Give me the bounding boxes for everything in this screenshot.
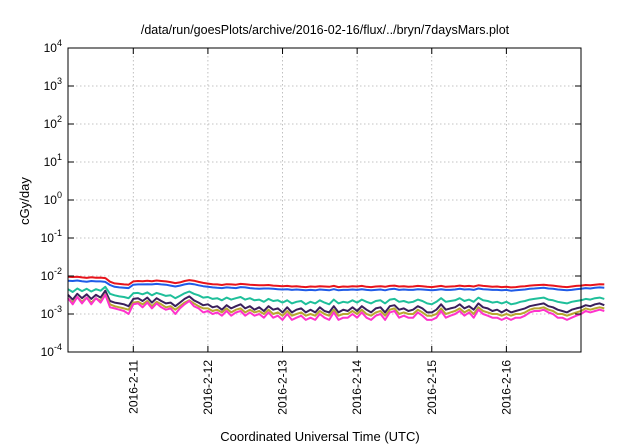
- series-line-5: [67, 293, 605, 317]
- x-tick-label: 2016-2-11: [126, 360, 140, 414]
- axes: 10-4 10-3 10-2 10-1 100 101 102 103 104 2016-2-11…: [41, 38, 582, 415]
- y-axis-label: cGy/day: [17, 177, 32, 225]
- y-tick-label: 100: [44, 190, 62, 207]
- series-group: [67, 275, 605, 321]
- y-tick-label: 101: [44, 152, 62, 169]
- y-tick-label: 10-4: [41, 342, 62, 359]
- y-tick-label: 10-2: [41, 266, 62, 283]
- x-tick-label: 2016-2-15: [425, 360, 439, 415]
- series-line-4: [67, 289, 605, 314]
- y-tick-label: 10-1: [41, 228, 62, 245]
- series-line-2: [67, 279, 605, 292]
- series-line-3: [67, 285, 605, 306]
- plot-frame: [67, 47, 582, 353]
- x-tick-label: 2016-2-14: [350, 360, 364, 415]
- x-tick-label: 2016-2-16: [499, 360, 513, 415]
- grid: [68, 48, 581, 352]
- chart-title: /data/run/goesPlots/archive/2016-02-16/f…: [141, 23, 510, 37]
- y-tick-label: 104: [44, 38, 62, 55]
- y-tick-label: 103: [44, 76, 62, 93]
- series-line-6: [67, 293, 605, 321]
- y-tick-label: 10-3: [41, 304, 62, 321]
- x-axis-label: Coordinated Universal Time (UTC): [220, 429, 419, 444]
- y-tick-label: 102: [44, 114, 62, 131]
- x-tick-label: 2016-2-12: [201, 360, 215, 415]
- series-line-1: [67, 275, 605, 289]
- x-tick-label: 2016-2-13: [276, 360, 290, 415]
